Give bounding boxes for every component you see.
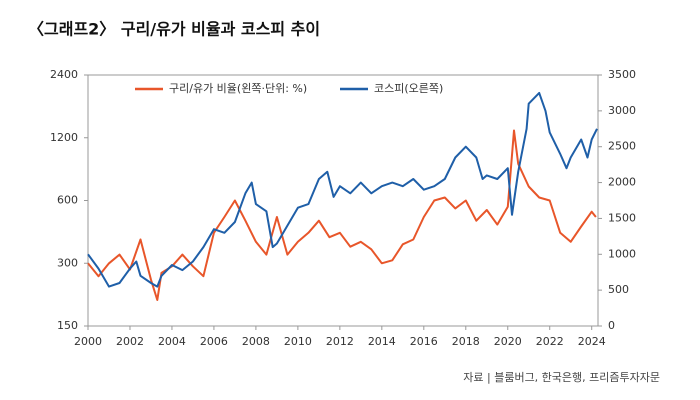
y2-tick-label: 1000 — [608, 247, 636, 260]
source: 자료 | 블룸버그, 한국은행, 프리즘투자자문 — [463, 371, 660, 384]
y-tick-label: 150 — [57, 319, 78, 332]
y-tick-label: 1200 — [50, 131, 78, 144]
legend-label: 코스피(오른쪽) — [374, 82, 443, 95]
x-tick-label: 2008 — [242, 335, 270, 348]
chart-title: 〈그래프2〉 구리/유가 비율과 코스피 추이 — [28, 20, 320, 39]
series-line — [87, 91, 598, 288]
x-tick-label: 2020 — [494, 335, 522, 348]
y2-tick-label: 2000 — [608, 176, 636, 189]
x-tick-label: 2012 — [326, 335, 354, 348]
x-tick-label: 2014 — [368, 335, 396, 348]
legend-label: 구리/유가 비율(왼쪽·단위: %) — [169, 81, 307, 95]
x-tick-label: 2004 — [158, 335, 186, 348]
y2-tick-label: 0 — [608, 319, 615, 332]
y-tick-label: 600 — [57, 194, 78, 207]
x-tick-label: 2000 — [74, 335, 102, 348]
y2-tick-label: 2500 — [608, 140, 636, 153]
series-line — [87, 129, 597, 301]
y-tick-label: 2400 — [50, 68, 78, 81]
plot-frame — [87, 74, 599, 327]
y2-tick-label: 1500 — [608, 211, 636, 224]
x-tick-label: 2010 — [284, 335, 312, 348]
x-tick-label: 2022 — [536, 335, 564, 348]
x-tick-label: 2016 — [410, 335, 438, 348]
x-tick-label: 2024 — [578, 335, 606, 348]
y2-tick-label: 3500 — [608, 68, 636, 81]
y-tick-label: 300 — [57, 256, 78, 269]
y2-tick-label: 500 — [608, 283, 629, 296]
y2-tick-label: 3000 — [608, 104, 636, 117]
x-tick-label: 2018 — [452, 335, 480, 348]
x-tick-label: 2002 — [116, 335, 144, 348]
x-tick-label: 2006 — [200, 335, 228, 348]
